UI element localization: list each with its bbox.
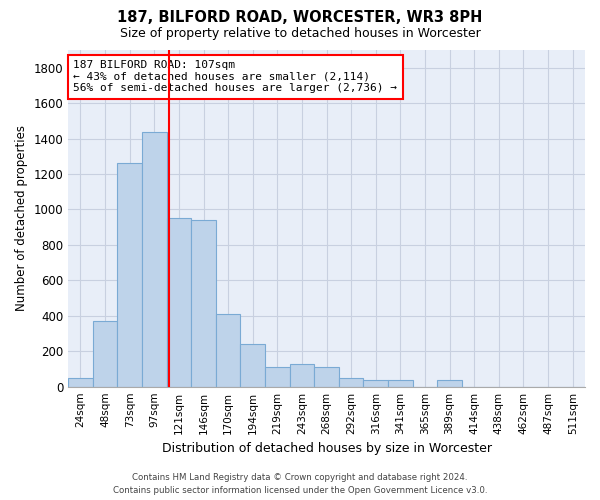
Bar bbox=[314, 367, 339, 386]
Bar bbox=[68, 378, 93, 386]
Bar bbox=[216, 314, 241, 386]
X-axis label: Distribution of detached houses by size in Worcester: Distribution of detached houses by size … bbox=[161, 442, 491, 455]
Bar bbox=[339, 378, 364, 386]
Bar bbox=[388, 380, 413, 386]
Bar bbox=[437, 380, 462, 386]
Bar bbox=[290, 364, 314, 386]
Text: Contains HM Land Registry data © Crown copyright and database right 2024.
Contai: Contains HM Land Registry data © Crown c… bbox=[113, 474, 487, 495]
Bar bbox=[167, 218, 191, 386]
Y-axis label: Number of detached properties: Number of detached properties bbox=[15, 126, 28, 312]
Bar bbox=[191, 220, 216, 386]
Bar bbox=[241, 344, 265, 387]
Text: 187 BILFORD ROAD: 107sqm
← 43% of detached houses are smaller (2,114)
56% of sem: 187 BILFORD ROAD: 107sqm ← 43% of detach… bbox=[73, 60, 397, 94]
Bar bbox=[118, 164, 142, 386]
Bar bbox=[93, 321, 118, 386]
Bar bbox=[364, 380, 388, 386]
Text: Size of property relative to detached houses in Worcester: Size of property relative to detached ho… bbox=[119, 28, 481, 40]
Text: 187, BILFORD ROAD, WORCESTER, WR3 8PH: 187, BILFORD ROAD, WORCESTER, WR3 8PH bbox=[118, 10, 482, 25]
Bar bbox=[142, 132, 167, 386]
Bar bbox=[265, 367, 290, 386]
